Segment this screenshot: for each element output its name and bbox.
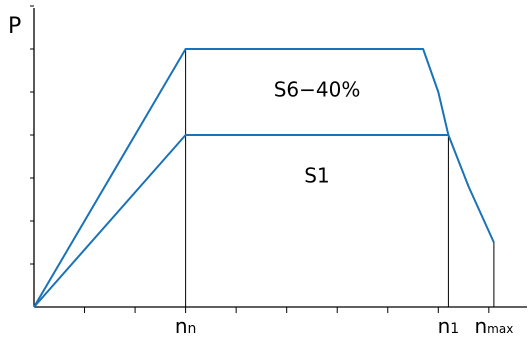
y-axis-label: P bbox=[8, 14, 21, 39]
curves bbox=[33, 48, 495, 308]
curve-labels: S6−40% S1 bbox=[274, 77, 361, 187]
curve-label-2: S1 bbox=[304, 163, 329, 187]
x-ticks bbox=[84, 307, 490, 313]
y-ticks bbox=[30, 5, 34, 265]
curve-label-1: S6−40% bbox=[274, 77, 361, 101]
x-marker-label-1: nn bbox=[175, 314, 197, 338]
marker-lines bbox=[185, 49, 495, 307]
x-marker-label-3: nmax bbox=[474, 314, 513, 338]
series-line-2 bbox=[33, 134, 449, 308]
x-marker-labels: nn n1 nmax bbox=[175, 314, 513, 338]
series-line-1 bbox=[33, 48, 495, 308]
x-marker-label-2: n1 bbox=[438, 314, 460, 338]
